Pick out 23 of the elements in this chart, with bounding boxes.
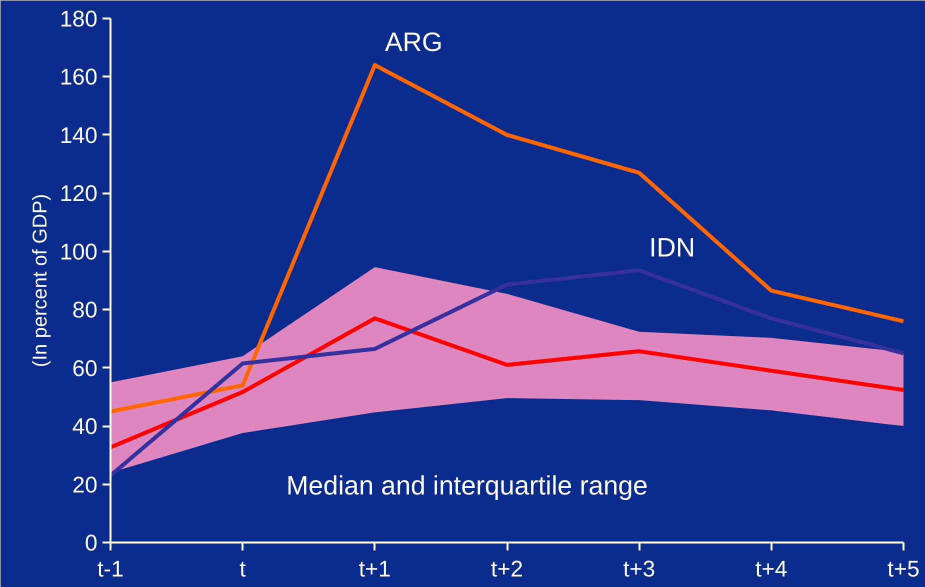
x-tick-label: t+1 [358, 556, 391, 582]
y-tick-label: 180 [60, 6, 98, 32]
line-series [110, 316, 904, 450]
annotation: Median and interquartile range [286, 470, 648, 500]
series-label: ARG [384, 27, 443, 58]
y-tick-label: 20 [72, 471, 98, 498]
x-tick-label: t [240, 556, 247, 582]
x-tick-label: t+3 [623, 556, 656, 582]
x-tick-label: t-1 [97, 556, 124, 582]
y-tick-label: 80 [72, 296, 98, 323]
series-label: IDN [649, 232, 696, 262]
y-tick-label: 0 [84, 530, 98, 556]
x-tick-label: t+4 [755, 556, 788, 582]
y-tick-label: 140 [60, 122, 98, 148]
line-series [110, 63, 904, 414]
y-tick-label: 40 [72, 413, 98, 440]
y-tick-label: 100 [60, 238, 98, 264]
y-tick-label: 120 [60, 180, 98, 206]
y-axis-title: (In percent of GDP) [30, 194, 52, 368]
y-tick-label: 60 [72, 354, 98, 381]
x-tick-label: t+2 [490, 556, 524, 582]
y-tick-label: 160 [60, 64, 98, 90]
x-tick-label: t+5 [887, 556, 920, 582]
